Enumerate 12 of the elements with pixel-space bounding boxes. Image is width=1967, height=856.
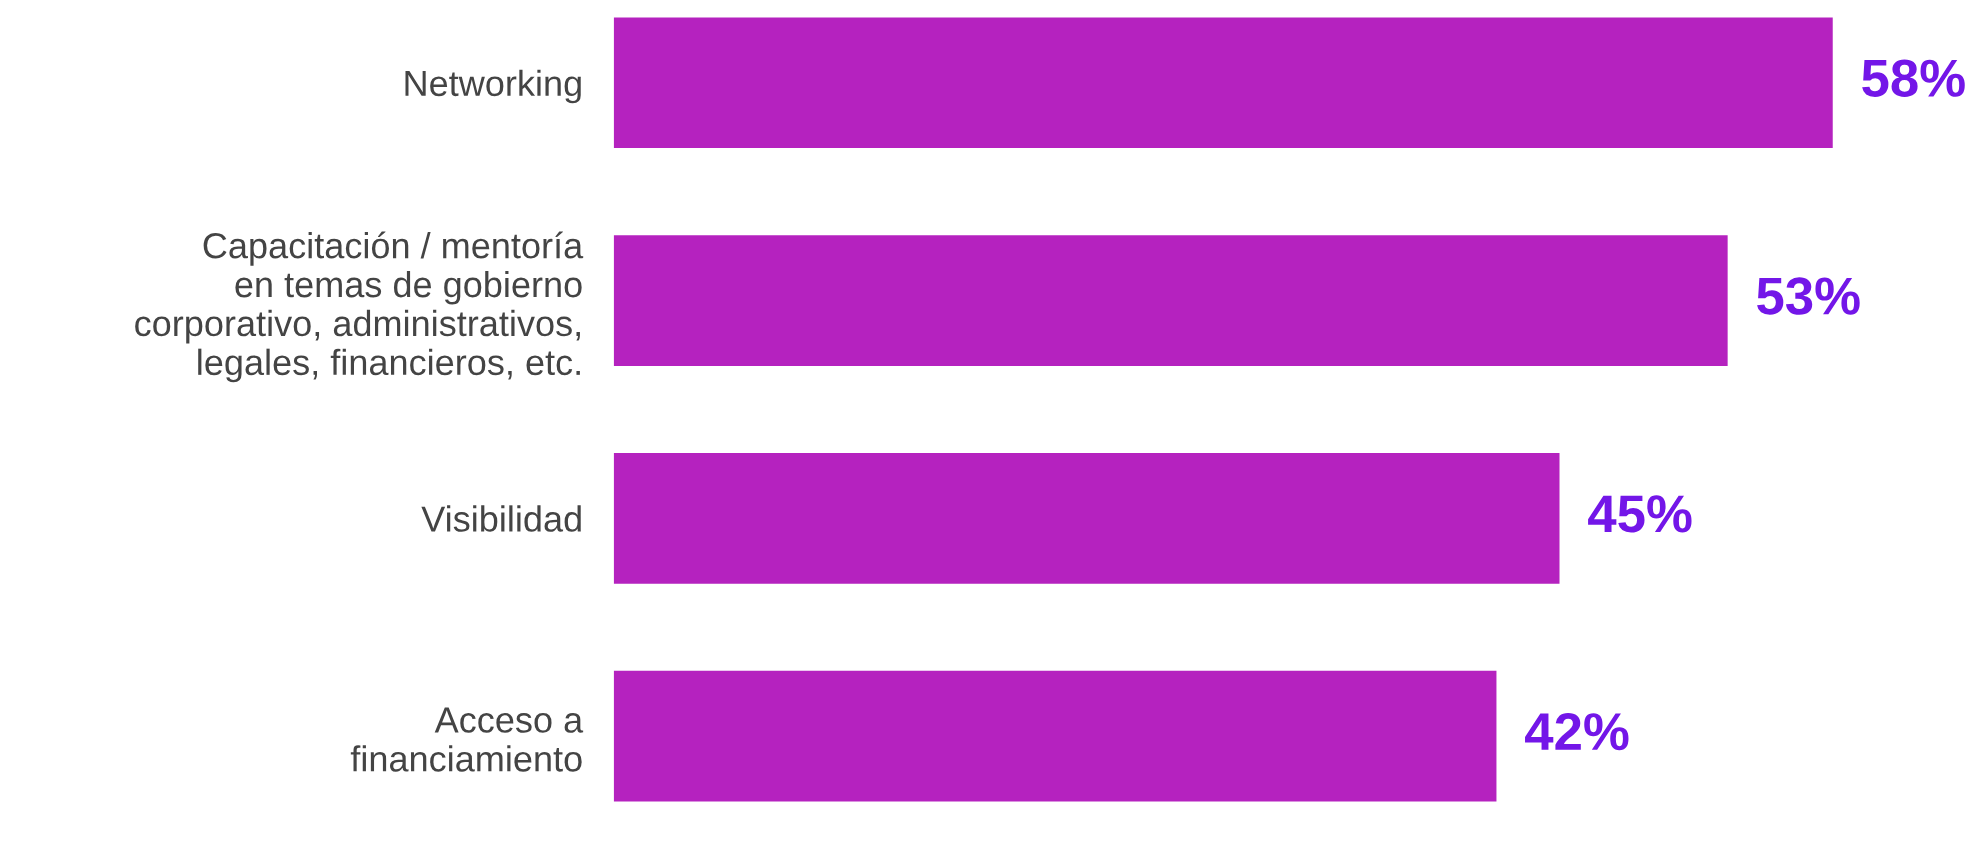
bar	[613, 670, 1497, 802]
data-label: 42%	[1525, 713, 1629, 751]
bar	[613, 235, 1728, 366]
data-label: 45%	[1588, 495, 1692, 533]
data-label: 58%	[1862, 59, 1965, 97]
y-tick-label: Capacitación / mentoría en temas de gobierno corporativo, administrativos, legales, financieros, etc.	[135, 231, 584, 383]
y-tick-label: Networking	[405, 69, 581, 104]
bar	[613, 17, 1833, 149]
y-tick-label: Acceso a financiamiento	[350, 707, 584, 772]
bar	[613, 453, 1560, 584]
y-tick-label: Visibilidad	[421, 505, 581, 532]
data-label: 53%	[1757, 277, 1860, 315]
